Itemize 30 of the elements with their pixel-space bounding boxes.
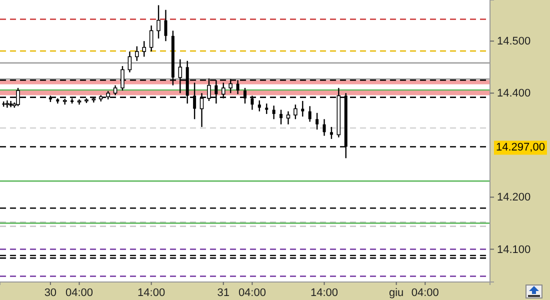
candlestick — [294, 104, 298, 120]
candlestick — [164, 9, 168, 42]
candlestick — [301, 100, 304, 118]
candlestick — [149, 24, 154, 52]
y-tick-label: 14.100 — [497, 244, 531, 256]
y-tick-label: 14.200 — [497, 192, 531, 204]
x-tick-label: 14:00 — [138, 286, 166, 299]
candlestick — [142, 40, 146, 58]
candlestick — [322, 118, 326, 136]
candlestick — [308, 106, 312, 122]
candlestick — [135, 46, 139, 62]
candlestick — [272, 105, 276, 120]
candlestick — [258, 100, 261, 112]
x-tick-label: 04:00 — [238, 286, 266, 299]
candlestick — [265, 102, 268, 115]
x-tick-label: giu — [388, 286, 404, 299]
y-tick-label: 14.500 — [497, 36, 531, 48]
ref-line-label: 14.297,00 — [496, 142, 545, 154]
x-tick-label: 04:00 — [411, 286, 439, 299]
x-tick-label: 31 — [217, 286, 230, 299]
candlestick — [330, 126, 333, 140]
y-tick-label: 14.400 — [497, 88, 531, 100]
candlestick — [286, 110, 290, 125]
candlestick — [280, 109, 283, 125]
candlestick — [128, 50, 132, 73]
candlestick — [156, 4, 160, 40]
x-tick-label: 04:00 — [66, 286, 94, 299]
x-tick-label: 14:00 — [310, 286, 338, 299]
x-tick-label: 30 — [44, 286, 57, 299]
candlestick — [316, 112, 319, 130]
